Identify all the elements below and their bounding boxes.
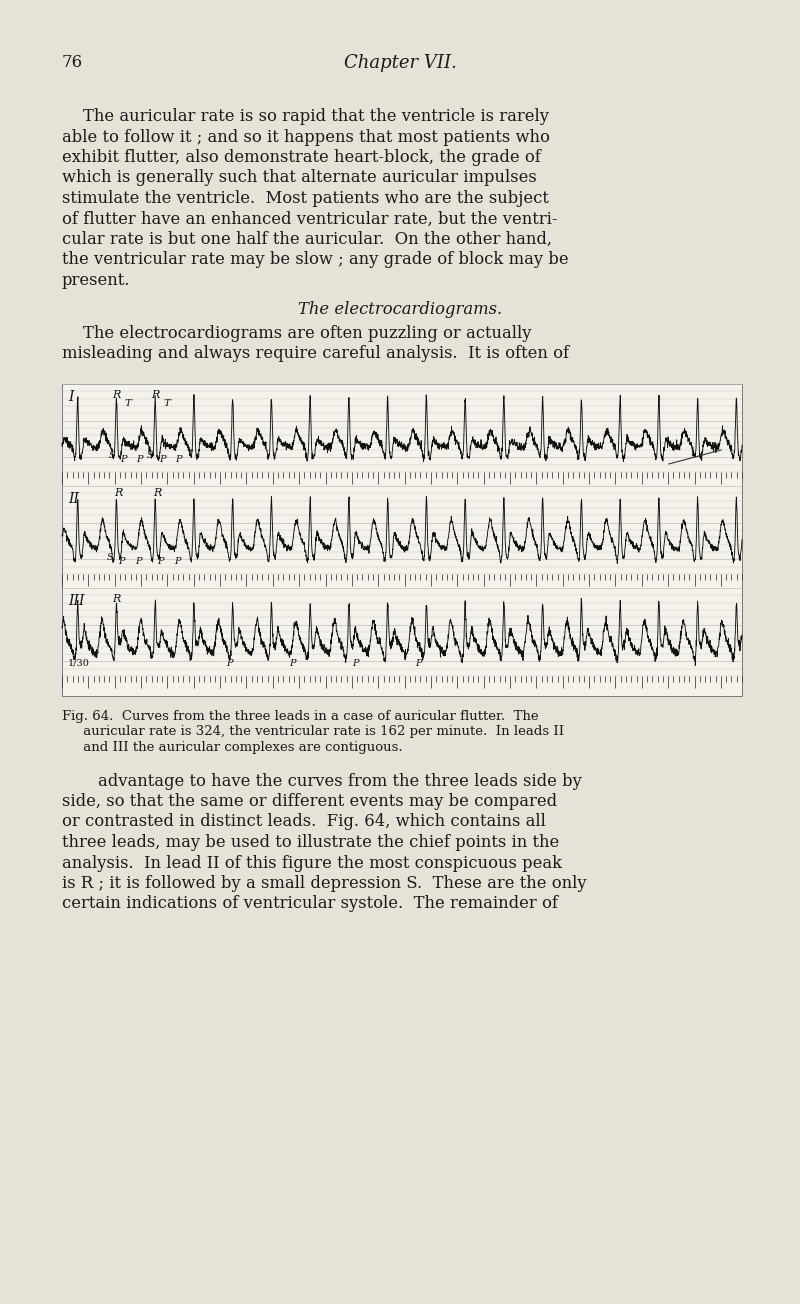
- Text: T: T: [125, 399, 131, 408]
- Text: is R ; it is followed by a small depression S.  These are the only: is R ; it is followed by a small depress…: [62, 875, 586, 892]
- Text: side, so that the same or different events may be compared: side, so that the same or different even…: [62, 793, 557, 810]
- Text: P: P: [121, 455, 127, 464]
- Text: P: P: [174, 557, 181, 566]
- Text: P: P: [175, 455, 182, 464]
- Text: present.: present.: [62, 273, 130, 289]
- Text: III: III: [68, 595, 85, 608]
- Text: able to follow it ; and so it happens that most patients who: able to follow it ; and so it happens th…: [62, 129, 550, 146]
- Text: analysis.  In lead II of this figure the most conspicuous peak: analysis. In lead II of this figure the …: [62, 854, 562, 871]
- Text: P: P: [157, 557, 164, 566]
- Text: P: P: [118, 557, 125, 566]
- Text: S: S: [147, 451, 154, 460]
- Text: 1/30: 1/30: [68, 659, 90, 668]
- Bar: [62, 383, 742, 696]
- Text: The auricular rate is so rapid that the ventricle is rarely: The auricular rate is so rapid that the …: [62, 108, 549, 125]
- Text: The electrocardiograms.: The electrocardiograms.: [298, 300, 502, 317]
- Text: I: I: [68, 390, 74, 404]
- Text: The electrocardiograms are often puzzling or actually: The electrocardiograms are often puzzlin…: [62, 325, 531, 342]
- Text: 76: 76: [62, 53, 83, 70]
- Text: R: R: [112, 390, 121, 400]
- Text: P: P: [136, 455, 143, 464]
- Text: Chapter VII.: Chapter VII.: [343, 53, 457, 72]
- Text: T: T: [163, 399, 170, 408]
- Text: R: R: [153, 488, 162, 498]
- Text: R: R: [114, 488, 122, 498]
- Text: which is generally such that alternate auricular impulses: which is generally such that alternate a…: [62, 170, 537, 186]
- Text: or contrasted in distinct leads.  Fig. 64, which contains all: or contrasted in distinct leads. Fig. 64…: [62, 814, 546, 831]
- Text: P: P: [135, 557, 142, 566]
- Text: Fig. 64.  Curves from the three leads in a case of auricular flutter.  The: Fig. 64. Curves from the three leads in …: [62, 709, 538, 722]
- Text: S: S: [106, 553, 113, 562]
- Text: advantage to have the curves from the three leads side by: advantage to have the curves from the th…: [98, 772, 582, 789]
- Text: misleading and always require careful analysis.  It is often of: misleading and always require careful an…: [62, 346, 569, 363]
- Text: the ventricular rate may be slow ; any grade of block may be: the ventricular rate may be slow ; any g…: [62, 252, 569, 269]
- Text: P: P: [352, 659, 358, 668]
- Text: exhibit flutter, also demonstrate heart-block, the grade of: exhibit flutter, also demonstrate heart-…: [62, 149, 541, 166]
- Text: and III the auricular complexes are contiguous.: and III the auricular complexes are cont…: [62, 741, 402, 754]
- Text: of flutter have an enhanced ventricular rate, but the ventri-: of flutter have an enhanced ventricular …: [62, 210, 558, 227]
- Text: certain indications of ventricular systole.  The remainder of: certain indications of ventricular systo…: [62, 896, 558, 913]
- Text: stimulate the ventricle.  Most patients who are the subject: stimulate the ventricle. Most patients w…: [62, 190, 549, 207]
- Text: S: S: [109, 451, 115, 460]
- Text: auricular rate is 324, the ventricular rate is 162 per minute.  In leads II: auricular rate is 324, the ventricular r…: [62, 725, 564, 738]
- Text: three leads, may be used to illustrate the chief points in the: three leads, may be used to illustrate t…: [62, 835, 559, 852]
- Text: P: P: [289, 659, 296, 668]
- Text: P: P: [414, 659, 421, 668]
- Text: cular rate is but one half the auricular.  On the other hand,: cular rate is but one half the auricular…: [62, 231, 552, 248]
- Text: P: P: [226, 659, 233, 668]
- Text: II: II: [68, 492, 79, 506]
- Text: R: R: [151, 390, 159, 400]
- Text: R: R: [112, 595, 121, 604]
- Text: P: P: [159, 455, 166, 464]
